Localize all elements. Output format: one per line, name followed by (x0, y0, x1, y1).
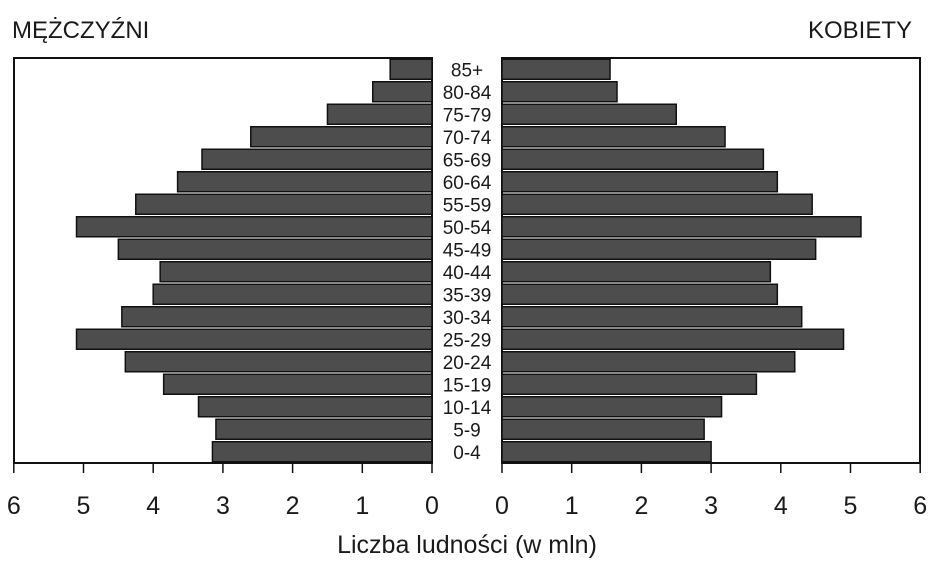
bar-female-10-14 (501, 396, 723, 418)
age-label: 70-74 (443, 128, 492, 149)
tick-label: 6 (7, 492, 21, 520)
bar-male-35-39 (152, 283, 433, 305)
tick-label: 5 (844, 492, 858, 520)
tick-label: 3 (216, 492, 230, 520)
tick-label: 4 (146, 492, 160, 520)
age-group-labels: 85+80-8475-7970-7465-6960-6455-5950-5445… (443, 60, 492, 464)
bar-male-25-29 (75, 328, 433, 350)
bar-male-75-79 (326, 103, 433, 125)
age-label: 75-79 (443, 105, 492, 126)
bar-female-15-19 (501, 373, 758, 395)
age-label: 25-29 (443, 330, 492, 351)
bar-male-10-14 (197, 396, 433, 418)
age-label: 0-4 (453, 443, 481, 464)
bar-female-75-79 (501, 103, 677, 125)
bar-male-40-44 (159, 261, 433, 283)
bar-male-15-19 (162, 373, 433, 395)
bar-female-35-39 (501, 283, 779, 305)
bar-male-55-59 (135, 193, 433, 215)
bar-male-80-84 (372, 81, 433, 103)
tick-label: 5 (77, 492, 91, 520)
age-label: 20-24 (443, 353, 492, 374)
age-label: 50-54 (443, 218, 492, 239)
bar-male-20-24 (124, 351, 433, 373)
female-bars (501, 58, 862, 463)
age-label: 30-34 (443, 308, 492, 329)
bar-female-85+ (501, 58, 611, 80)
bar-female-25-29 (501, 328, 845, 350)
bar-female-45-49 (501, 238, 817, 260)
tick-label: 1 (355, 492, 369, 520)
tick-label: 1 (565, 492, 579, 520)
x-axis-title: Liczba ludności (w mln) (337, 531, 597, 559)
right-axis-ticks: 0 1 2 3 4 5 6 (495, 463, 927, 520)
male-bars (75, 58, 433, 463)
bar-male-50-54 (75, 216, 433, 238)
bar-male-30-34 (121, 306, 433, 328)
legend-label-right: KOBIETY (808, 17, 912, 44)
age-label: 45-49 (443, 240, 492, 261)
age-label: 65-69 (443, 150, 492, 171)
tick-label: 3 (704, 492, 718, 520)
age-label: 55-59 (443, 195, 492, 216)
legend-label-left: MĘŻCZYŹNI (12, 17, 149, 44)
tick-label: 4 (774, 492, 788, 520)
bar-male-0-4 (211, 441, 433, 463)
age-label: 10-14 (443, 398, 492, 419)
bar-male-70-74 (250, 126, 433, 148)
bar-female-60-64 (501, 171, 779, 193)
bar-male-65-69 (201, 148, 433, 170)
bar-female-0-4 (501, 441, 712, 463)
bar-female-50-54 (501, 216, 862, 238)
age-label: 5-9 (453, 420, 480, 441)
bar-female-5-9 (501, 418, 705, 440)
tick-label: 0 (495, 492, 509, 520)
bar-male-85+ (389, 58, 433, 80)
bar-male-5-9 (215, 418, 433, 440)
tick-label: 2 (286, 492, 300, 520)
age-label: 35-39 (443, 285, 492, 306)
tick-label: 0 (425, 492, 439, 520)
age-label: 15-19 (443, 375, 492, 396)
tick-label: 6 (913, 492, 927, 520)
bar-female-30-34 (501, 306, 803, 328)
bar-male-45-49 (117, 238, 433, 260)
age-label: 40-44 (443, 263, 492, 284)
age-label: 85+ (451, 60, 483, 81)
bar-female-55-59 (501, 193, 813, 215)
bar-female-65-69 (501, 148, 765, 170)
bar-female-70-74 (501, 126, 726, 148)
bar-female-20-24 (501, 351, 796, 373)
tick-label: 2 (634, 492, 648, 520)
bar-female-40-44 (501, 261, 772, 283)
age-label: 60-64 (443, 173, 492, 194)
bar-male-60-64 (176, 171, 433, 193)
bar-female-80-84 (501, 81, 618, 103)
age-label: 80-84 (443, 83, 492, 104)
left-axis-ticks: 6 5 4 3 2 1 0 (7, 463, 439, 520)
